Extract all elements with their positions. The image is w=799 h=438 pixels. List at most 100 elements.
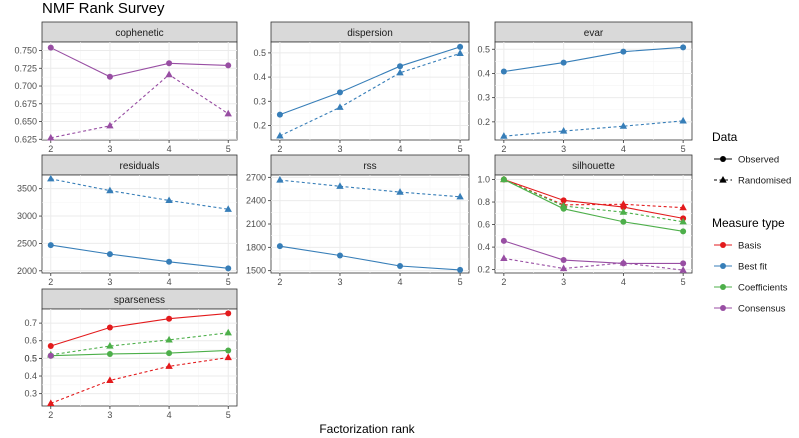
point-circle-silhouette-consensus-observed	[501, 238, 507, 244]
strip-label-rss: rss	[363, 161, 376, 172]
point-circle-sparseness-basis-observed	[166, 316, 172, 322]
point-circle-dispersion-best-fit-observed	[337, 89, 343, 95]
point-circle-rss-best-fit-observed	[337, 253, 343, 259]
x-tick-label: 5	[226, 144, 231, 154]
point-circle-silhouette-consensus-observed	[561, 257, 567, 263]
point-circle-evar-best-fit-observed	[620, 49, 626, 55]
y-tick-label: 1.0	[477, 175, 490, 185]
x-tick-label: 5	[226, 410, 231, 420]
point-circle-residuals-best-fit-observed	[166, 259, 172, 265]
y-tick-label: 0.2	[477, 265, 490, 275]
x-tick-label: 2	[501, 144, 506, 154]
legend-color-dot-icon	[720, 242, 726, 248]
legend-circle-icon	[720, 156, 726, 162]
legend-triangle-icon	[719, 176, 726, 183]
y-tick-label: 0.4	[24, 371, 37, 381]
x-tick-label: 5	[458, 277, 463, 287]
x-tick-label: 3	[561, 144, 566, 154]
point-circle-cophenetic-consensus-observed	[48, 45, 54, 51]
y-tick-label: 0.6	[24, 336, 37, 346]
point-circle-sparseness-coefficients-observed	[107, 351, 113, 357]
point-circle-sparseness-consensus-observed	[48, 353, 54, 359]
x-tick-label: 5	[458, 144, 463, 154]
y-tick-label: 3000	[17, 211, 37, 221]
x-tick-label: 4	[398, 277, 403, 287]
x-tick-label: 4	[621, 144, 626, 154]
legend-label-randomised: Randomised	[738, 176, 791, 187]
legend-label-best-fit: Best fit	[738, 262, 767, 273]
point-circle-dispersion-best-fit-observed	[397, 63, 403, 69]
y-tick-label: 0.3	[477, 93, 490, 103]
x-tick-label: 2	[277, 277, 282, 287]
strip-label-residuals: residuals	[119, 161, 159, 172]
x-tick-label: 2	[48, 144, 53, 154]
point-circle-evar-best-fit-observed	[501, 69, 507, 75]
panel-dispersion: dispersion2 3 4 50.20.30.40.5	[253, 22, 469, 154]
panel-silhouette: silhouette2 3 4 50.20.40.60.81.0	[477, 155, 692, 287]
point-circle-silhouette-coefficients-observed	[680, 228, 686, 234]
y-tick-label: 1800	[246, 242, 266, 252]
x-tick-label: 5	[681, 144, 686, 154]
y-tick-label: 0.750	[14, 46, 37, 56]
point-circle-cophenetic-consensus-observed	[107, 74, 113, 80]
point-circle-residuals-best-fit-observed	[107, 251, 113, 257]
y-tick-label: 2000	[17, 266, 37, 276]
y-tick-label: 2100	[246, 219, 266, 229]
y-tick-label: 0.700	[14, 81, 37, 91]
panel-evar: evar 2 3 4 5 0.2 0.3 0.4 0.5	[477, 22, 692, 154]
legend-color-dot-icon	[720, 284, 726, 290]
y-tick-label: 0.2	[477, 117, 490, 127]
point-circle-dispersion-best-fit-observed	[277, 112, 283, 118]
point-circle-silhouette-consensus-observed	[680, 260, 686, 266]
point-circle-rss-best-fit-observed	[277, 243, 283, 249]
legend-title-measure: Measure type	[712, 216, 785, 230]
y-tick-label: 0.675	[14, 99, 37, 109]
legend-label-observed: Observed	[738, 155, 779, 166]
x-tick-label: 5	[681, 277, 686, 287]
x-tick-label: 2	[277, 144, 282, 154]
x-tick-label: 4	[398, 144, 403, 154]
point-circle-sparseness-basis-observed	[48, 343, 54, 349]
y-tick-label: 0.5	[477, 44, 490, 54]
x-tick-label: 2	[48, 410, 53, 420]
y-tick-label: 2400	[246, 196, 266, 206]
x-axis-title: Factorization rank	[319, 422, 415, 436]
point-circle-cophenetic-consensus-observed	[225, 62, 231, 68]
point-circle-sparseness-coefficients-observed	[225, 347, 231, 353]
point-circle-cophenetic-consensus-observed	[166, 60, 172, 66]
panel-residuals: residuals2 3 4 52000250030003500	[17, 155, 237, 287]
strip-label-silhouette: silhouette	[572, 161, 615, 172]
point-circle-sparseness-basis-observed	[225, 310, 231, 316]
legend-color-dot-icon	[720, 263, 726, 269]
legend-label-coefficients: Coefficients	[738, 283, 788, 294]
chart-title: NMF Rank Survey	[42, 0, 165, 17]
x-tick-label: 3	[107, 277, 112, 287]
point-circle-residuals-best-fit-observed	[48, 242, 54, 248]
x-tick-label: 4	[167, 277, 172, 287]
y-tick-label: 1500	[246, 266, 266, 276]
x-tick-label: 2	[501, 277, 506, 287]
y-tick-label: 0.725	[14, 63, 37, 73]
legend-color-dot-icon	[720, 305, 726, 311]
y-tick-label: 0.4	[477, 242, 490, 252]
point-circle-sparseness-basis-observed	[107, 325, 113, 331]
y-tick-label: 0.4	[253, 72, 266, 82]
x-tick-label: 4	[167, 144, 172, 154]
point-circle-evar-best-fit-observed	[680, 44, 686, 50]
y-tick-label: 3500	[17, 184, 37, 194]
strip-label-cophenetic: cophenetic	[115, 28, 163, 39]
x-tick-label: 3	[107, 410, 112, 420]
legend-label-basis: Basis	[738, 241, 761, 252]
y-tick-label: 2500	[17, 238, 37, 248]
point-circle-silhouette-coefficients-observed	[620, 219, 626, 225]
y-tick-label: 0.625	[14, 134, 37, 144]
y-tick-label: 0.8	[477, 197, 490, 207]
point-circle-rss-best-fit-observed	[397, 263, 403, 269]
x-tick-label: 5	[226, 277, 231, 287]
point-circle-rss-best-fit-observed	[457, 267, 463, 273]
point-circle-sparseness-coefficients-observed	[166, 350, 172, 356]
point-circle-evar-best-fit-observed	[561, 60, 567, 66]
